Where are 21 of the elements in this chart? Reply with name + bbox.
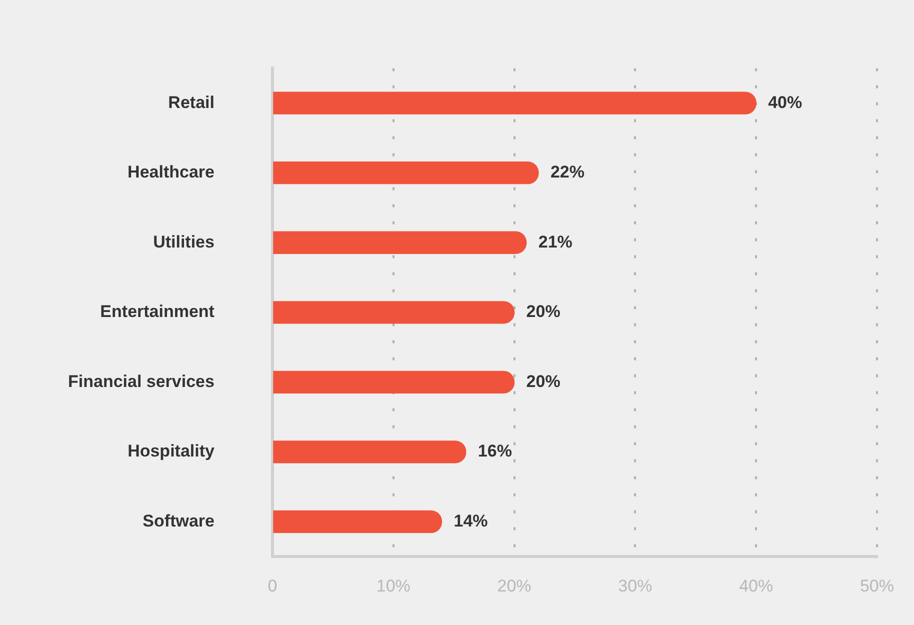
bar bbox=[273, 301, 515, 324]
bar bbox=[273, 440, 466, 464]
data-label: 22% bbox=[550, 162, 584, 182]
data-label: 21% bbox=[538, 232, 572, 252]
y-tick-label: Software bbox=[142, 511, 214, 530]
bar bbox=[273, 370, 515, 394]
data-label: 16% bbox=[478, 442, 512, 461]
data-label: 20% bbox=[526, 372, 560, 391]
bar bbox=[273, 510, 442, 534]
bar bbox=[273, 92, 756, 114]
bar bbox=[273, 162, 539, 184]
y-tick-label: Entertainment bbox=[100, 302, 215, 322]
data-label: 14% bbox=[454, 511, 488, 530]
y-tick-label: Financial services bbox=[68, 372, 214, 391]
bar bbox=[273, 231, 527, 254]
y-tick-label: Healthcare bbox=[128, 162, 214, 182]
data-label: 40% bbox=[768, 92, 802, 112]
y-tick-label: Hospitality bbox=[128, 442, 216, 461]
y-tick-label: Retail bbox=[168, 92, 214, 112]
y-tick-label: Utilities bbox=[153, 232, 214, 252]
data-label: 20% bbox=[526, 302, 560, 322]
